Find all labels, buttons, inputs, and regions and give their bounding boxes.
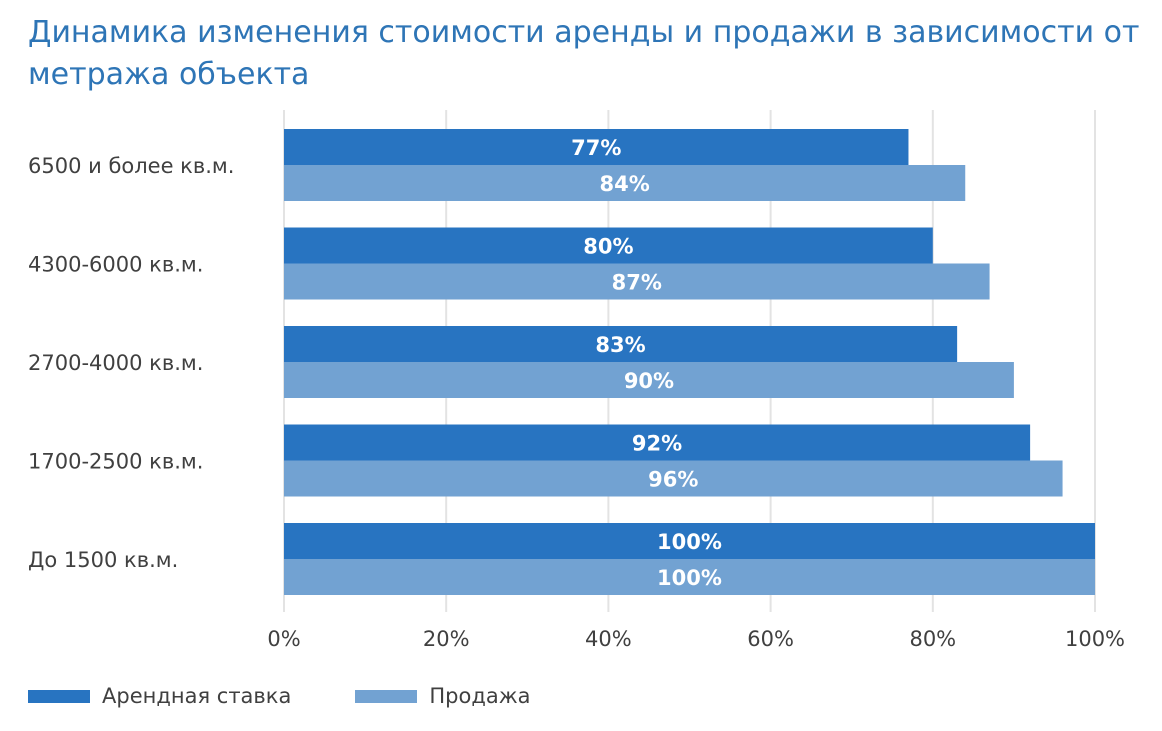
bar-chart: 77% 84% 80% 87% 83% 90% 92% 96% 100% 100% 6500 и …	[28, 110, 1125, 651]
bar-sale	[284, 362, 1014, 398]
x-tick-label: 60%	[747, 627, 794, 651]
data-label: 87%	[612, 271, 662, 295]
data-label: 100%	[657, 566, 722, 590]
bar-rent	[284, 326, 958, 362]
legend-swatch-rent	[28, 689, 90, 703]
chart-title: Динамика изменения стоимости аренды и пр…	[28, 15, 1140, 92]
legend-label-sale: Продажа	[429, 684, 531, 708]
legend-swatch-sale	[355, 689, 418, 703]
category-label: 2700-4000 кв.м.	[28, 351, 203, 375]
x-tick-label: 20%	[423, 627, 470, 651]
x-tick-label: 0%	[267, 627, 300, 651]
bar-rent	[284, 227, 933, 264]
bar-rent	[284, 129, 909, 165]
bars	[284, 129, 1095, 595]
data-label: 100%	[657, 530, 722, 554]
category-labels: 6500 и более кв.м. 4300-6000 кв.м. 2700-40…	[28, 154, 234, 572]
data-label: 90%	[624, 369, 674, 393]
bar-sale	[284, 263, 990, 300]
category-label: 6500 и более кв.м.	[28, 154, 234, 178]
bar-rent	[284, 424, 1031, 461]
x-axis-tick-labels: 0% 20% 40% 60% 80% 100%	[267, 627, 1125, 651]
bar-sale	[284, 559, 1095, 595]
category-label: 4300-6000 кв.м.	[28, 253, 203, 277]
legend-item-sale: Продажа	[355, 684, 531, 708]
data-label: 92%	[632, 432, 682, 456]
data-labels: 77% 84% 80% 87% 83% 90% 92% 96% 100% 100%	[571, 136, 722, 590]
data-label: 84%	[599, 172, 649, 196]
legend-label-rent: Арендная ставка	[102, 684, 292, 708]
category-label: До 1500 кв.м.	[28, 548, 178, 572]
data-label: 80%	[583, 235, 633, 259]
bar-sale	[284, 460, 1063, 497]
x-tick-label: 80%	[909, 627, 956, 651]
bar-rent	[284, 523, 1095, 559]
data-label: 96%	[648, 468, 698, 492]
category-label: 1700-2500 кв.м.	[28, 450, 203, 474]
legend-item-rent: Арендная ставка	[28, 684, 291, 708]
bar-sale	[284, 165, 966, 201]
x-tick-label: 40%	[585, 627, 632, 651]
x-tick-label: 100%	[1065, 627, 1125, 651]
data-label: 77%	[571, 136, 621, 160]
data-label: 83%	[595, 333, 645, 357]
legend: Арендная ставка Продажа	[28, 684, 595, 708]
